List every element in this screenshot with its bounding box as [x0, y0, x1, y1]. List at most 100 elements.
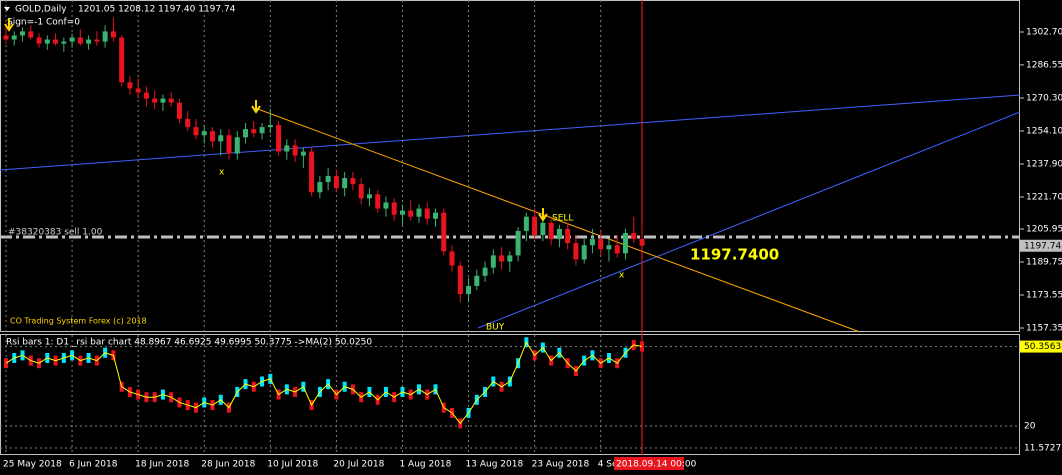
x-tick-label: 18 Jun 2018: [135, 460, 189, 470]
candle-body: [589, 239, 595, 246]
candle-body: [226, 135, 232, 154]
candle-body: [176, 102, 182, 119]
candle-body: [218, 135, 224, 142]
candle-body: [243, 129, 249, 138]
indicator-value-box: [1020, 340, 1062, 353]
candle-body: [598, 239, 604, 250]
candle-body: [127, 82, 133, 89]
candle-body: [61, 41, 67, 44]
x-tick-label: 10 Jul 2018: [267, 460, 318, 470]
candle-body: [375, 194, 381, 209]
buy-label: BUY: [486, 323, 505, 333]
x-tick-label: 1 Aug 2018: [399, 460, 451, 470]
candle-body: [433, 212, 439, 219]
candle-body: [416, 208, 422, 217]
y-tick-label: 1254.10: [1026, 126, 1062, 136]
candle-body: [523, 216, 529, 231]
candle-body: [325, 175, 331, 183]
x-tick-label: 28 Jun 2018: [201, 460, 255, 470]
header-prices: 1201.05 1208.12 1197.40 1197.74: [78, 5, 236, 15]
candle-body: [201, 131, 207, 136]
x-tick-label: 13 Aug 2018: [466, 460, 524, 470]
candle-body: [350, 178, 356, 185]
indicator-title: Rsi bars 1: D1 _rsi bar chart 48.8967 46…: [6, 338, 372, 348]
candle-body: [556, 228, 562, 240]
candle-body: [383, 202, 389, 209]
candle-body: [565, 228, 571, 244]
candle-body: [515, 230, 521, 256]
candle-body: [466, 285, 472, 295]
indicator-line: [5, 341, 643, 425]
candle-body: [507, 255, 513, 262]
x-tick-label: 2018.09.14 00:00: [616, 460, 697, 470]
x-mark: x: [619, 271, 625, 281]
candle-body: [3, 35, 9, 40]
candle-body: [276, 125, 282, 152]
trendline: [477, 111, 1021, 329]
candle-body: [358, 184, 364, 199]
y-tick-label: 1173.55: [1026, 291, 1062, 301]
candle-body: [152, 98, 158, 103]
candle-body: [53, 39, 59, 44]
x-tick-label: 20 Jul 2018: [333, 460, 384, 470]
y-tick-label: 1270.30: [1026, 93, 1062, 103]
candle-body: [168, 98, 174, 103]
candle-body: [614, 245, 620, 254]
candle-body: [110, 31, 116, 38]
current-price-label: 1197.74: [1024, 241, 1061, 251]
candle-body: [259, 127, 265, 134]
candle-body: [193, 127, 199, 136]
sell-arrow: [538, 208, 548, 222]
price-annotation: 1197.7400: [690, 246, 779, 264]
x-tick-label: 25 May 2018: [3, 460, 62, 470]
current-price-box: [1020, 239, 1062, 252]
y-tick-label: 1302.70: [1026, 27, 1062, 37]
trendline: [0, 94, 1021, 171]
candle-body: [639, 239, 645, 246]
candle-body: [185, 118, 191, 128]
menu-icon: [4, 7, 10, 11]
candle-body: [482, 267, 488, 276]
candle-body: [548, 222, 554, 240]
candle-body: [490, 255, 496, 268]
sell-label: SELL: [552, 214, 573, 224]
candle-body: [540, 222, 546, 236]
x-mark: x: [219, 168, 225, 178]
order-text: #38320383 sell 1.00: [8, 228, 103, 238]
y-tick-label: 1157.35: [1026, 324, 1062, 334]
candle-body: [292, 145, 298, 156]
candle-body: [622, 233, 628, 254]
candle-body: [457, 265, 463, 295]
candle-body: [391, 202, 397, 215]
x-tick-label: 23 Aug 2018: [532, 460, 590, 470]
candle-body: [251, 129, 257, 134]
candle-body: [499, 255, 505, 262]
candle-body: [77, 37, 83, 44]
candle-body: [449, 251, 455, 266]
candle-body: [11, 35, 17, 40]
candle-body: [234, 137, 240, 154]
candle-body: [86, 39, 92, 44]
candle-body: [532, 216, 538, 236]
candle-body: [209, 131, 215, 142]
candle-body: [399, 210, 405, 215]
candle-body: [441, 212, 447, 252]
candle-body: [606, 245, 612, 250]
candle-body: [267, 125, 273, 128]
date-highlight: [614, 457, 684, 470]
candle-body: [408, 210, 414, 217]
signal-arrow: [251, 100, 261, 114]
candle-body: [102, 31, 108, 42]
indicator-tick-label: 11.5727: [1024, 444, 1061, 454]
signal-arrow: [4, 18, 14, 32]
candle-body: [284, 145, 290, 152]
candle-body: [573, 243, 579, 260]
trendline: [254, 107, 861, 333]
candle-body: [631, 233, 637, 240]
candle-body: [333, 175, 339, 189]
candle-body: [309, 151, 315, 193]
indicator-frame: [0, 334, 1020, 455]
candle-body: [317, 182, 323, 193]
